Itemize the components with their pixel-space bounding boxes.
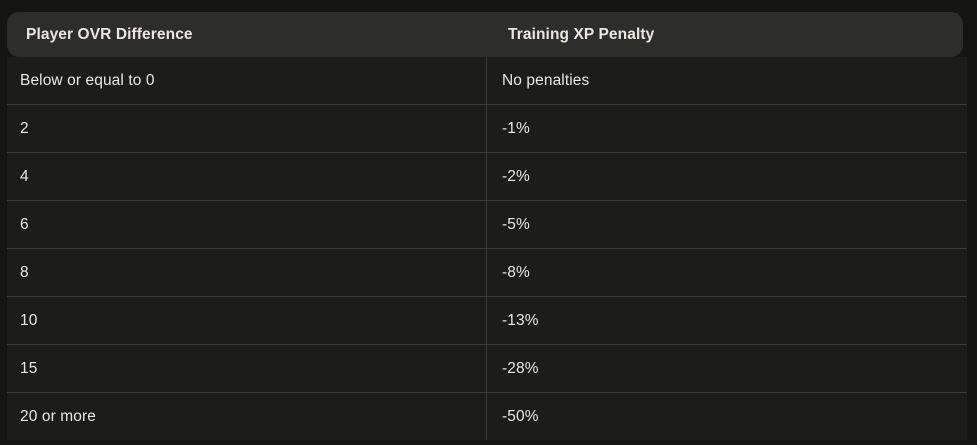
table-row: Below or equal to 0 No penalties	[7, 57, 967, 104]
table-body: Below or equal to 0 No penalties 2 -1% 4…	[7, 57, 967, 440]
cell-ovr-difference: 2	[20, 119, 29, 137]
cell-penalty: -28%	[486, 345, 967, 392]
cell-penalty: -13%	[486, 297, 967, 344]
cell-ovr-difference: 10	[20, 311, 38, 329]
cell-penalty: -2%	[486, 153, 967, 200]
cell-ovr-difference: 4	[20, 167, 29, 185]
cell-ovr-difference: 20 or more	[20, 407, 96, 425]
table-row: 2 -1%	[7, 104, 967, 152]
table-row: 10 -13%	[7, 296, 967, 344]
cell-ovr-difference: Below or equal to 0	[20, 71, 155, 89]
table-row: 15 -28%	[7, 344, 967, 392]
cell-penalty: -5%	[486, 201, 967, 248]
table-header-row: Player OVR Difference Training XP Penalt…	[7, 12, 963, 57]
column-header-training-xp-penalty: Training XP Penalty	[508, 25, 655, 43]
cell-ovr-difference: 6	[20, 215, 29, 233]
cell-penalty: -50%	[486, 393, 967, 440]
cell-penalty: No penalties	[486, 57, 967, 104]
table-row: 8 -8%	[7, 248, 967, 296]
table-row: 20 or more -50%	[7, 392, 967, 440]
cell-ovr-difference: 8	[20, 263, 29, 281]
column-header-player-ovr-difference: Player OVR Difference	[26, 25, 193, 43]
table-row: 6 -5%	[7, 200, 967, 248]
ovr-training-penalty-table: Player OVR Difference Training XP Penalt…	[7, 12, 967, 440]
cell-penalty: -1%	[486, 105, 967, 152]
cell-penalty: -8%	[486, 249, 967, 296]
table-row: 4 -2%	[7, 152, 967, 200]
cell-ovr-difference: 15	[20, 359, 38, 377]
